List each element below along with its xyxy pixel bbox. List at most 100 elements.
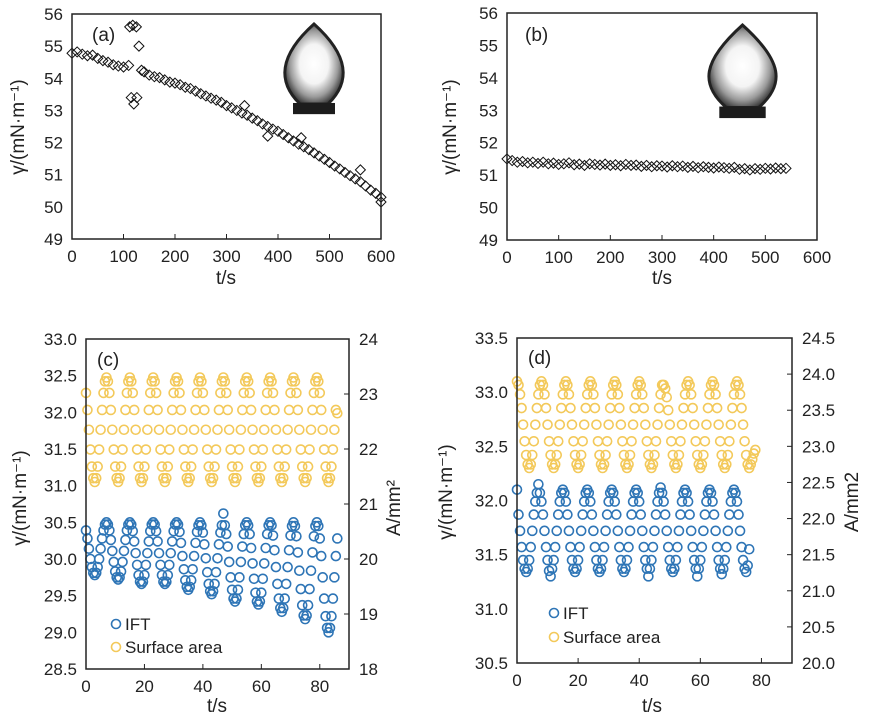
data-point — [562, 509, 573, 520]
data-point — [117, 444, 128, 455]
y-tick-label: 31.5 — [44, 440, 77, 459]
data-point — [682, 161, 694, 174]
y-tick-label: 50 — [479, 199, 498, 218]
data-point — [234, 444, 245, 455]
data-point — [127, 387, 139, 399]
data-point — [82, 404, 93, 416]
data-point — [549, 541, 561, 553]
data-point — [196, 519, 207, 531]
data-point — [565, 402, 576, 414]
data-point — [334, 163, 346, 175]
data-point — [112, 60, 125, 72]
data-point — [611, 509, 622, 520]
x-tick-label: 200 — [161, 247, 189, 266]
data-point — [225, 444, 236, 455]
data-point — [298, 141, 310, 153]
data-point — [612, 525, 624, 537]
data-point — [203, 461, 215, 472]
data-point — [592, 435, 604, 447]
data-point — [190, 537, 201, 549]
data-point — [746, 454, 758, 465]
series-data — [66, 19, 387, 208]
data-point — [600, 525, 611, 537]
data-point — [641, 435, 653, 447]
y2-tick-label: 24.0 — [802, 365, 835, 384]
x-axis-label: t/s — [652, 268, 672, 289]
y-axis-label: γ/(mN·m⁻¹) — [436, 444, 457, 540]
data-point — [246, 112, 258, 124]
data-point — [671, 161, 684, 173]
data-point — [690, 563, 702, 575]
data-point — [303, 143, 315, 156]
panel-label: (b) — [525, 25, 548, 46]
data-point — [719, 554, 731, 566]
data-point — [714, 435, 726, 447]
data-point — [302, 461, 314, 472]
data-point — [277, 472, 289, 484]
data-point — [81, 50, 94, 62]
data-point — [307, 547, 318, 558]
data-point — [589, 541, 601, 553]
data-point — [577, 435, 588, 447]
data-point — [137, 576, 149, 588]
data-point — [90, 567, 102, 579]
data-point — [594, 159, 606, 171]
y2-tick-label: 23.5 — [802, 401, 835, 420]
data-point — [623, 541, 634, 553]
series-data — [501, 153, 792, 176]
x-tick-label: 60 — [691, 671, 710, 690]
data-point — [589, 158, 601, 171]
data-point — [651, 160, 663, 172]
x-tick-label: 500 — [315, 247, 343, 266]
data-point — [676, 419, 688, 430]
data-point — [218, 508, 229, 519]
data-point — [545, 571, 556, 582]
data-point — [523, 554, 535, 566]
data-point — [205, 92, 217, 104]
x-tick-label: 0 — [512, 671, 521, 690]
data-point — [744, 164, 756, 176]
data-point — [332, 407, 343, 419]
data-point — [731, 496, 743, 507]
data-point — [86, 49, 99, 61]
data-point — [769, 162, 782, 174]
data-point — [133, 461, 144, 472]
data-point — [655, 482, 666, 493]
data-point — [539, 389, 550, 400]
data-point — [269, 404, 280, 416]
data-point — [666, 160, 679, 172]
data-point — [743, 543, 755, 555]
data-point — [702, 161, 715, 174]
y-tick-label: 56 — [44, 5, 63, 24]
data-point — [95, 424, 106, 436]
data-point — [165, 547, 177, 559]
data-point — [308, 387, 320, 399]
data-point — [105, 534, 117, 546]
data-point — [267, 387, 279, 399]
y2-axis-label: A/mm² — [384, 480, 405, 536]
data-point — [139, 461, 150, 472]
data-point — [92, 461, 103, 472]
data-point — [713, 419, 724, 430]
data-point — [736, 541, 747, 553]
y-tick-label: 54 — [44, 69, 63, 88]
data-point — [189, 85, 202, 97]
chart-panel-b: 0 100 200 300 400 500 600 49 50 51 52 53 54 55 56 t/s γ/… — [440, 4, 831, 289]
data-point — [215, 387, 226, 399]
data-point — [326, 610, 337, 622]
x-tick-label: 40 — [630, 671, 649, 690]
data-point — [645, 161, 658, 173]
data-point — [285, 387, 296, 399]
data-point — [684, 509, 695, 520]
data-point — [200, 552, 212, 564]
data-point — [519, 435, 530, 447]
data-point — [737, 419, 749, 430]
data-point — [728, 161, 741, 174]
data-point — [528, 435, 540, 447]
data-point — [162, 461, 174, 472]
data-point — [270, 561, 282, 573]
data-point — [750, 444, 761, 456]
data-point — [620, 158, 632, 171]
data-point — [513, 509, 524, 520]
data-point — [234, 572, 245, 583]
